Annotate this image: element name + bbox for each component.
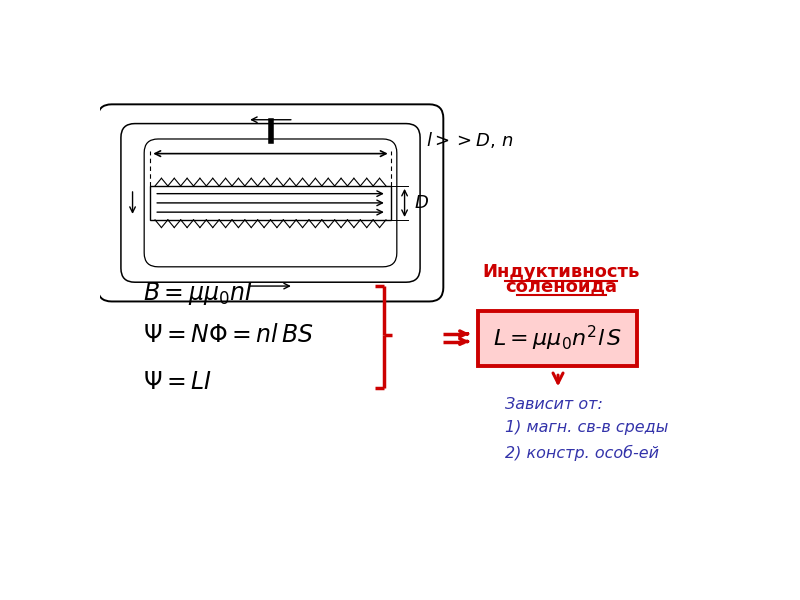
Text: Зависит от:
1) магн. св-в среды
2) констр. особ-ей: Зависит от: 1) магн. св-в среды 2) конст… (505, 397, 668, 461)
Text: соленоида: соленоида (505, 277, 617, 295)
Text: $\Psi = N\Phi = nl\,BS$: $\Psi = N\Phi = nl\,BS$ (142, 323, 314, 347)
Bar (150, 186, 390, 220)
Text: Индуктивность: Индуктивность (482, 263, 640, 281)
Bar (478, 311, 637, 366)
Text: $L = \mu\mu_0 n^2 l\,S$: $L = \mu\mu_0 n^2 l\,S$ (493, 324, 622, 353)
Text: $D$: $D$ (414, 194, 429, 212)
Text: $\Psi = LI$: $\Psi = LI$ (142, 370, 212, 394)
Text: $B = \mu\mu_0 nI$: $B = \mu\mu_0 nI$ (142, 280, 253, 307)
Text: $l >> D,\, n$: $l >> D,\, n$ (426, 130, 513, 150)
